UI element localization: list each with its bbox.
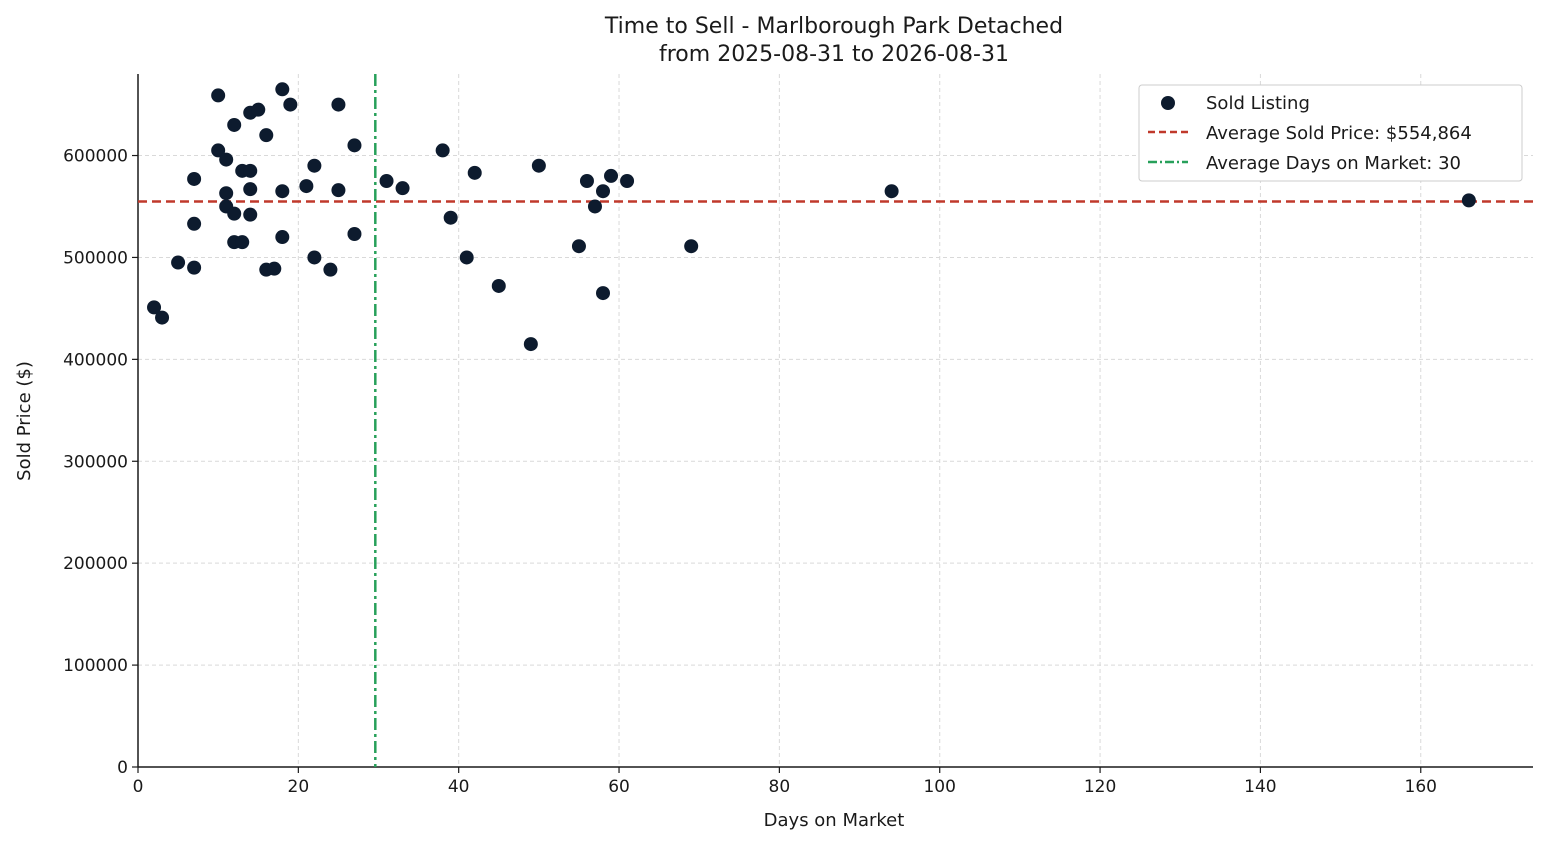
chart-title: Time to Sell - Marlborough Park Detached [604, 14, 1063, 39]
y-axis-label: Sold Price ($) [14, 361, 35, 481]
data-point [187, 260, 202, 275]
chart-subtitle: from 2025-08-31 to 2026-08-31 [659, 42, 1009, 67]
data-point [187, 216, 202, 231]
data-point [620, 174, 635, 189]
data-point [211, 88, 226, 103]
legend-label-average-price: Average Sold Price: $554,864 [1206, 123, 1472, 144]
legend-marker-sold-listing [1161, 96, 1175, 110]
data-point [155, 310, 170, 325]
x-tick-label: 40 [448, 777, 470, 797]
data-point [219, 152, 234, 167]
data-point [307, 250, 322, 265]
data-point [571, 239, 586, 254]
y-tick-label: 600000 [63, 147, 128, 167]
data-point [243, 207, 258, 222]
data-point [235, 235, 250, 250]
tick-labels: 0 20 40 60 80 100 120 140 160 0 100000 200000 300000… [63, 147, 1437, 797]
data-point [227, 206, 242, 221]
x-tick-label: 100 [923, 777, 955, 797]
x-axis-label: Days on Market [764, 810, 905, 831]
data-point [587, 199, 602, 214]
y-tick-label: 500000 [63, 248, 128, 268]
data-point [331, 97, 346, 112]
data-point [467, 165, 482, 180]
data-point [267, 261, 282, 276]
data-point [491, 278, 506, 293]
data-point [884, 184, 899, 199]
data-point [596, 184, 610, 199]
legend-box [1138, 84, 1523, 182]
data-point [604, 168, 619, 183]
data-point [347, 227, 362, 242]
data-point [395, 181, 410, 196]
data-point [684, 239, 699, 254]
y-tick-label: 100000 [63, 656, 128, 676]
data-point [171, 255, 186, 270]
data-point [459, 250, 474, 265]
y-tick-label: 400000 [63, 350, 128, 370]
data-point [275, 82, 290, 97]
data-point [227, 117, 242, 132]
legend-label-average-days: Average Days on Market: 30 [1206, 153, 1461, 174]
data-point [243, 182, 258, 197]
data-point [1461, 193, 1476, 208]
reference-lines [138, 74, 1533, 767]
data-point [243, 163, 258, 178]
data-point [596, 286, 610, 301]
x-tick-label: 80 [769, 777, 791, 797]
data-point [531, 158, 546, 173]
data-point [347, 138, 362, 153]
data-point [251, 102, 266, 117]
data-point [523, 337, 538, 352]
axes [137, 74, 1533, 768]
legend-label-sold-listing: Sold Listing [1206, 93, 1310, 114]
data-point [579, 174, 594, 189]
data-point [219, 186, 234, 201]
x-tick-label: 20 [288, 777, 310, 797]
data-point [331, 183, 346, 198]
data-point [323, 262, 338, 277]
x-tick-label: 0 [133, 777, 144, 797]
data-point [211, 143, 226, 158]
x-tick-label: 120 [1084, 777, 1116, 797]
y-tick-label: 0 [117, 758, 128, 778]
legend: Sold Listing Average Sold Price: $554,86… [1138, 84, 1523, 182]
data-point [435, 143, 450, 158]
data-point [147, 300, 162, 315]
data-point [283, 97, 298, 112]
data-point [299, 179, 314, 194]
data-point [187, 171, 202, 186]
data-point [307, 158, 322, 173]
y-tick-label: 200000 [63, 554, 128, 574]
data-points [147, 82, 1476, 352]
x-tick-label: 60 [608, 777, 630, 797]
data-point [275, 184, 290, 199]
data-point [443, 210, 458, 225]
x-tick-label: 160 [1405, 777, 1437, 797]
data-point [275, 230, 290, 245]
x-tick-label: 140 [1244, 777, 1276, 797]
y-tick-label: 300000 [63, 452, 128, 472]
data-point [379, 174, 394, 189]
data-point [259, 128, 274, 143]
